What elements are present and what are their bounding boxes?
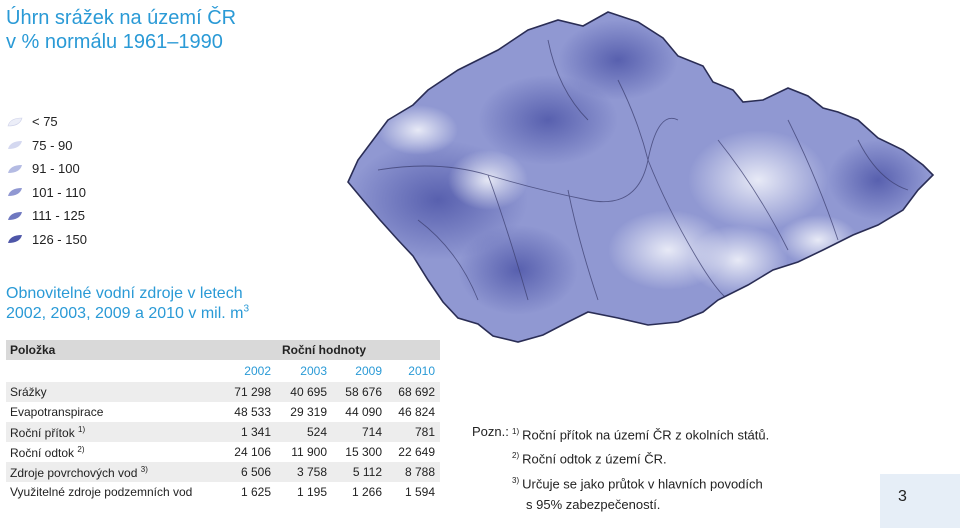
table-cell: 1 594	[404, 485, 435, 499]
map-fill	[348, 20, 928, 315]
row-label: Zdroje povrchových vod 3)	[10, 465, 148, 480]
legend-label: 126 - 150	[32, 231, 87, 247]
row-label: Roční odtok 2)	[10, 445, 85, 460]
table-title-sup: 3	[243, 303, 250, 315]
table-cell: 29 319	[290, 405, 327, 419]
legend-swatch-icon	[8, 211, 22, 220]
table-cell: 48 533	[234, 405, 271, 419]
row-label: Evapotranspirace	[10, 405, 104, 419]
year-cell: 2003	[300, 364, 327, 378]
legend-label: 101 - 110	[32, 184, 86, 200]
page-number: 3	[898, 488, 907, 505]
table-cell: 1 341	[240, 425, 271, 439]
legend-swatch-icon	[8, 188, 22, 197]
water-resources-table: Položka Roční hodnoty 2002 2003 2009 201…	[6, 340, 440, 502]
table-cell: 22 649	[398, 445, 435, 459]
footnote-text: Roční odtok z území ČR.	[522, 451, 667, 467]
table-row: Roční odtok 2) 24 106 11 900 15 300 22 6…	[6, 442, 440, 462]
legend: < 75 75 - 90 91 - 100 101 - 110 111 - 12…	[6, 110, 87, 251]
title-line-1: Úhrn srážek na území ČR	[6, 7, 237, 29]
table-cell: 71 298	[234, 385, 271, 399]
footnote-text: s 95% zabezpečeností.	[526, 496, 661, 512]
footnotes: Pozn.: 1) Roční přítok na území ČR z okol…	[472, 421, 769, 515]
table-title: Obnovitelné vodní zdroje v letech 2002, …	[6, 284, 249, 324]
table-row: Zdroje povrchových vod 3) 6 506 3 758 5 …	[6, 462, 440, 482]
legend-item: 75 - 90	[6, 134, 87, 158]
year-cell: 2002	[244, 364, 271, 378]
header-annual-values: Roční hodnoty	[282, 343, 366, 357]
table-cell: 24 106	[234, 445, 271, 459]
table-cell: 3 758	[296, 465, 327, 479]
footnote: 2) Roční odtok z území ČR.	[472, 445, 769, 469]
table-title-line-2: 2002, 2003, 2009 a 2010 v mil. m	[6, 305, 244, 322]
legend-item: 111 - 125	[6, 204, 87, 228]
table-title-line-1: Obnovitelné vodní zdroje v letech	[6, 285, 243, 302]
header-item: Položka	[10, 343, 56, 357]
table-cell: 44 090	[345, 405, 382, 419]
table-cell: 46 824	[398, 405, 435, 419]
table-cell: 781	[414, 425, 435, 439]
legend-swatch-icon	[8, 235, 22, 244]
table-cell: 1 625	[240, 485, 271, 499]
table-cell: 6 506	[240, 465, 271, 479]
footnote: Pozn.: 1) Roční přítok na území ČR z okol…	[472, 421, 769, 445]
table-cell: 11 900	[291, 445, 327, 459]
legend-label: < 75	[32, 114, 58, 130]
footnote-continuation: s 95% zabezpečeností.	[472, 494, 769, 515]
table-cell: 5 112	[352, 465, 382, 479]
legend-label: 75 - 90	[32, 137, 73, 153]
legend-item: 91 - 100	[6, 157, 87, 181]
legend-label: 91 - 100	[32, 161, 80, 177]
page-title: Úhrn srážek na území ČR v % normálu 1961…	[6, 6, 236, 54]
footnote-ref: 1)	[78, 425, 86, 434]
table-cell: 714	[361, 425, 382, 439]
rivers	[377, 39, 909, 302]
footnote-ref: 2)	[77, 445, 85, 454]
table-header: Položka Roční hodnoty	[6, 340, 440, 360]
footnote-text: Určuje se jako průtok v hlavních povodíc…	[522, 475, 763, 491]
page-tab	[880, 474, 960, 528]
table-row: Evapotranspirace 48 533 29 319 44 090 46…	[6, 402, 440, 422]
table-row: Srážky 71 298 40 695 58 676 68 692	[6, 382, 440, 402]
table-row: Roční přítok 1) 1 341 524 714 781	[6, 422, 440, 442]
table-cell: 68 692	[398, 385, 435, 399]
footnote-number: 1)	[512, 427, 520, 436]
precipitation-map	[347, 11, 934, 343]
legend-swatch-icon	[8, 141, 22, 150]
footnote-ref: 3)	[140, 465, 148, 474]
table-cell: 8 788	[404, 465, 435, 479]
year-header-row: 2002 2003 2009 2010	[6, 360, 440, 382]
notes-prefix: Pozn.:	[472, 424, 509, 439]
legend-label: 111 - 125	[32, 208, 86, 224]
row-label: Roční přítok 1)	[10, 425, 86, 440]
table-row: Využitelné zdroje podzemních vod 1 625 1…	[6, 482, 440, 502]
legend-swatch-icon	[7, 117, 23, 127]
row-label: Srážky	[10, 385, 47, 399]
row-label: Využitelné zdroje podzemních vod	[10, 485, 193, 499]
legend-swatch-icon	[8, 164, 22, 173]
table-cell: 1 266	[351, 485, 382, 499]
title-line-2: v % normálu 1961–1990	[6, 31, 223, 53]
table-cell: 58 676	[345, 385, 382, 399]
legend-item: 101 - 110	[6, 181, 87, 205]
legend-item: < 75	[6, 110, 87, 134]
footnote-number: 2)	[512, 451, 520, 461]
table-cell: 15 300	[345, 445, 382, 459]
footnote-number: 3)	[512, 475, 520, 485]
footnote: 3) Určuje se jako průtok v hlavních povod…	[472, 470, 769, 494]
legend-item: 126 - 150	[6, 228, 87, 252]
table-cell: 40 695	[290, 385, 327, 399]
table-cell: 1 195	[296, 485, 327, 499]
year-cell: 2010	[408, 364, 435, 378]
table-cell: 524	[306, 425, 327, 439]
year-cell: 2009	[355, 364, 382, 378]
footnote-text: Roční přítok na území ČR z okolních stát…	[522, 427, 770, 443]
